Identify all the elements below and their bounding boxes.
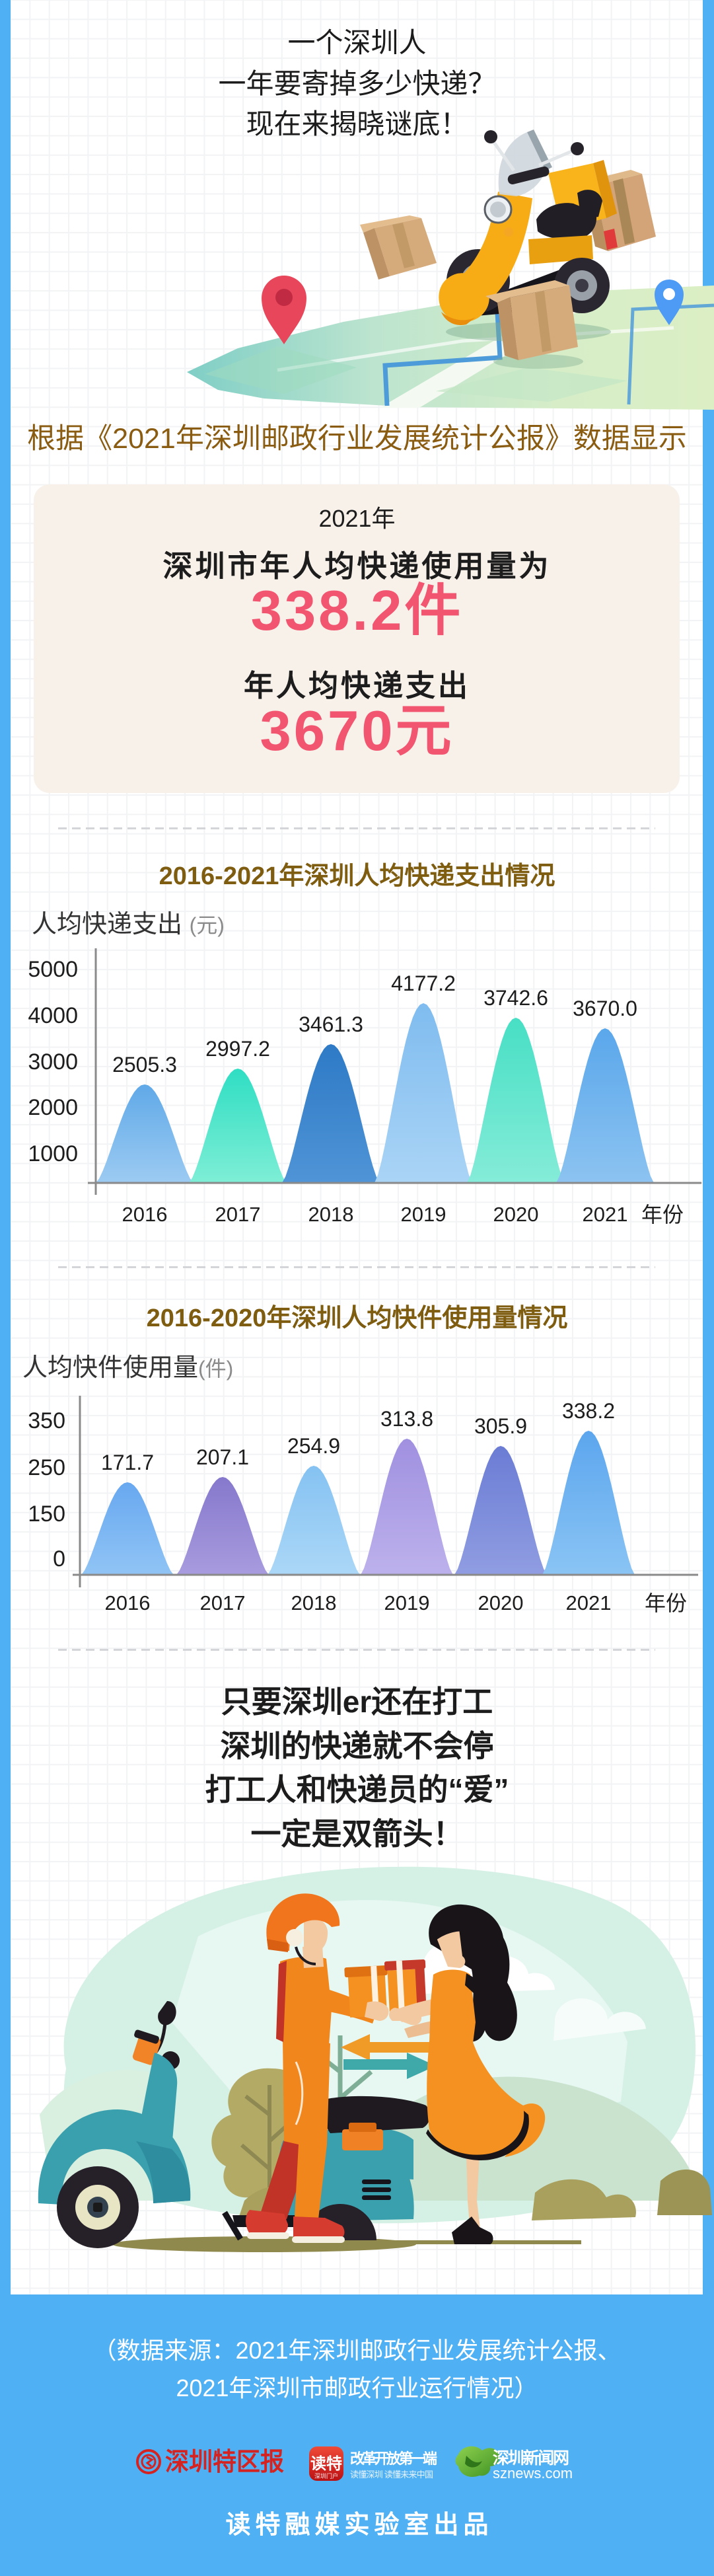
- svg-text:1000: 1000: [28, 1141, 78, 1166]
- svg-text:读懂深圳 读懂未来中国: 读懂深圳 读懂未来中国: [350, 2470, 433, 2480]
- svg-text:3742.6: 3742.6: [483, 986, 548, 1010]
- svg-text:250: 250: [28, 1455, 65, 1480]
- svg-text:2020: 2020: [493, 1203, 539, 1226]
- svg-text:2021: 2021: [566, 1591, 612, 1614]
- svg-text:4000: 4000: [28, 1003, 78, 1028]
- svg-text:sznews.com: sznews.com: [493, 2465, 573, 2481]
- svg-text:338.2: 338.2: [562, 1399, 615, 1423]
- svg-text:5000: 5000: [28, 957, 78, 982]
- svg-text:313.8: 313.8: [380, 1407, 433, 1431]
- svg-text:2021: 2021: [583, 1203, 628, 1226]
- svg-text:0: 0: [53, 1546, 65, 1572]
- svg-text:读特: 读特: [310, 2455, 342, 2473]
- svg-text:2505.3: 2505.3: [112, 1053, 177, 1077]
- svg-text:2018: 2018: [291, 1591, 337, 1614]
- svg-text:350: 350: [28, 1408, 65, 1433]
- svg-text:2019: 2019: [401, 1203, 446, 1226]
- svg-text:深圳特区报: 深圳特区报: [165, 2448, 284, 2476]
- svg-text:年份: 年份: [645, 1591, 687, 1615]
- svg-text:2019: 2019: [384, 1591, 430, 1614]
- svg-text:150: 150: [28, 1501, 65, 1527]
- svg-text:深圳门户: 深圳门户: [314, 2472, 338, 2480]
- svg-text:2018: 2018: [308, 1203, 354, 1226]
- svg-text:2017: 2017: [215, 1203, 261, 1226]
- svg-text:171.7: 171.7: [101, 1451, 154, 1474]
- svg-text:3670.0: 3670.0: [573, 997, 637, 1020]
- svg-text:年份: 年份: [641, 1203, 684, 1227]
- svg-text:3000: 3000: [28, 1049, 78, 1075]
- svg-text:2016: 2016: [105, 1591, 151, 1614]
- svg-text:254.9: 254.9: [287, 1434, 340, 1458]
- svg-text:2000: 2000: [28, 1095, 78, 1120]
- svg-text:2020: 2020: [478, 1591, 524, 1614]
- svg-text:4177.2: 4177.2: [391, 971, 456, 995]
- svg-text:深圳新闻网: 深圳新闻网: [493, 2448, 569, 2468]
- svg-text:改革开放第一端: 改革开放第一端: [350, 2450, 437, 2467]
- svg-text:207.1: 207.1: [196, 1445, 249, 1469]
- svg-text:305.9: 305.9: [474, 1414, 527, 1438]
- svg-text:2017: 2017: [200, 1591, 246, 1614]
- svg-text:2016: 2016: [122, 1203, 168, 1226]
- svg-text:2997.2: 2997.2: [205, 1037, 270, 1061]
- svg-text:3461.3: 3461.3: [299, 1012, 363, 1036]
